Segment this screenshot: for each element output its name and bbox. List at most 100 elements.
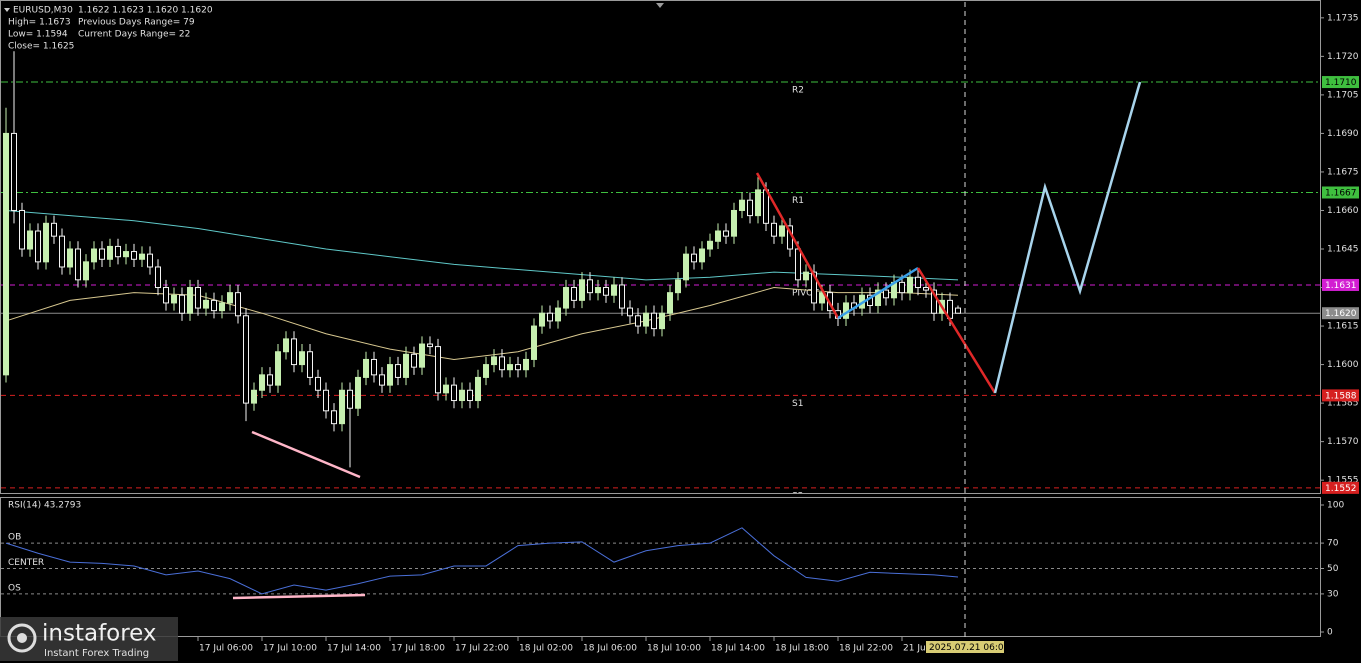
level-tag (1322, 481, 1359, 494)
rsi-pane: OB CENTER OS (1, 527, 1320, 595)
header-symbol: EURUSD,M30 (13, 6, 73, 16)
header-cur-range: Current Days Range= 22 (78, 30, 190, 40)
candle-body (587, 279, 593, 294)
candle-body (131, 251, 137, 260)
candle-body (603, 287, 609, 296)
y-tick-label: 30 (1327, 589, 1339, 599)
candle-body (459, 389, 465, 402)
candle-body (219, 302, 225, 312)
rsi-line (5, 527, 959, 595)
candle-body (363, 358, 369, 378)
candle-body (259, 374, 265, 391)
candle-body (203, 299, 209, 309)
candle-body (291, 338, 297, 366)
x-tick-label: 17 Jul 22:00 (455, 644, 509, 654)
candle-body (499, 356, 505, 371)
candle-body (67, 248, 73, 268)
indicator-level-label: OS (8, 583, 21, 593)
header-high: High= 1.1673 (8, 18, 71, 28)
y-tick-label: 1.1585 (1327, 399, 1359, 409)
level-name: S1 (792, 399, 803, 409)
candle-body (923, 287, 929, 291)
candle-body (11, 132, 17, 211)
candle-body (707, 240, 713, 250)
candle-body (83, 261, 89, 281)
projection-line (993, 81, 1142, 394)
candle-body (531, 325, 537, 360)
candle-body (387, 364, 393, 386)
candle-body (635, 315, 641, 327)
candle-body (115, 245, 121, 258)
candle-body (579, 279, 585, 301)
candle-body (35, 230, 41, 263)
level-name: S2 (792, 491, 803, 501)
candle-body (555, 307, 561, 322)
candle-body (475, 376, 481, 402)
candle-body (819, 292, 825, 304)
candle-body (627, 307, 633, 317)
candle-body (755, 189, 761, 217)
y-tick-label: 1.1555 (1327, 476, 1359, 486)
candle-body (451, 384, 457, 402)
candle-body (563, 287, 569, 309)
candle-body (155, 266, 161, 289)
candle-body (491, 356, 497, 366)
y-tick-label: 1.1600 (1327, 360, 1359, 370)
y-tick-label: 1.1690 (1327, 129, 1359, 139)
x-tick-label: 17 Jul 14:00 (327, 644, 381, 654)
main-pane-frame (0, 0, 1321, 494)
candle-body (123, 251, 129, 258)
indicator-level-label: CENTER (8, 558, 44, 568)
x-tick-label: 18 Jul 22:00 (839, 644, 893, 654)
header-ohlc: 1.1622 1.1623 1.1620 1.1620 (78, 6, 213, 16)
candle-body (395, 364, 401, 378)
candle-body (611, 284, 617, 296)
candle-body (403, 353, 409, 378)
candle-body (803, 271, 809, 281)
candle-body (619, 284, 625, 309)
candle-body (171, 294, 177, 304)
x-tick-label: 18 Jul 14:00 (711, 644, 765, 654)
candle-body (227, 292, 233, 304)
candle-body (187, 287, 193, 314)
candle-body (299, 351, 305, 366)
candle-body (547, 312, 553, 322)
watermark-logo (17, 633, 27, 643)
candle-body (267, 374, 273, 386)
candle-body (411, 353, 417, 368)
candle-body (683, 253, 689, 281)
candle-body (483, 364, 489, 378)
trend-line (916, 267, 997, 394)
cursor-time-box (926, 641, 1004, 653)
candle-body (643, 312, 649, 327)
y-tick-label: 1.1705 (1327, 90, 1359, 100)
level-tag (1322, 186, 1359, 199)
y-tick-label: 70 (1327, 539, 1339, 549)
header-low: Low= 1.1594 (8, 30, 68, 40)
x-tick-label: 17 Jul 18:00 (391, 644, 445, 654)
candle-body (659, 312, 665, 330)
x-tick-label: 18 Jul 18:00 (775, 644, 829, 654)
candle-body (355, 376, 361, 409)
candle-body (107, 245, 113, 260)
candle-body (235, 292, 241, 317)
watermark-tagline: Instant Forex Trading (44, 648, 149, 659)
level-tag (1322, 307, 1359, 320)
candle-body (283, 338, 289, 353)
candle-body (163, 287, 169, 304)
candle-body (435, 346, 441, 394)
candle-body (539, 312, 545, 327)
candle-body (307, 351, 313, 378)
level-tag-label: 1.1552 (1325, 484, 1357, 494)
shift-marker (656, 3, 664, 8)
header-prev-range: Previous Days Range= 79 (78, 18, 195, 28)
candle-body (907, 276, 913, 294)
watermark-brand: instaforex (42, 621, 157, 647)
candle-body (931, 289, 937, 314)
candle-body (427, 343, 433, 348)
candle-body (91, 248, 97, 263)
candle-body (243, 315, 249, 404)
candle-body (43, 222, 49, 263)
candle-body (195, 287, 201, 309)
